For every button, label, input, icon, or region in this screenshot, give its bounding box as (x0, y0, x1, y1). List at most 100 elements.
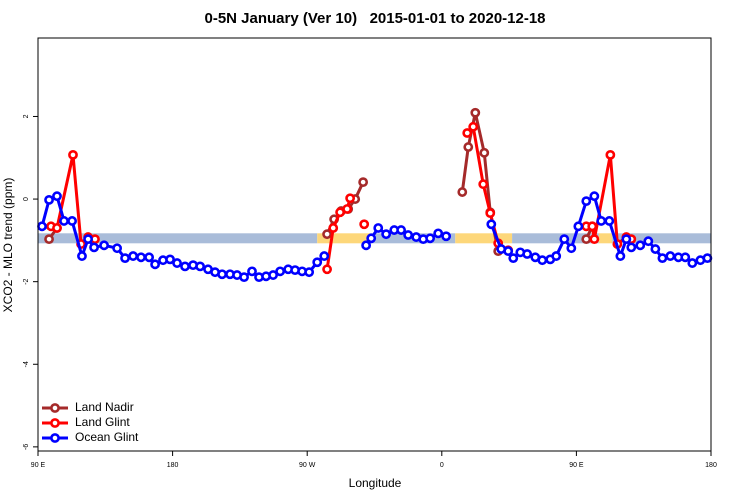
data-point (247, 266, 257, 277)
data-point (44, 234, 54, 245)
data-point (358, 177, 369, 188)
data-point (120, 253, 130, 264)
data-point (425, 233, 436, 244)
x-tick-label: 90 E (569, 462, 584, 469)
x-tick-label: 90 W (299, 462, 316, 469)
band-segment (612, 233, 711, 244)
data-point (566, 243, 577, 254)
data-point (195, 261, 206, 272)
x-tick-label: 180 (167, 462, 179, 469)
data-point (144, 252, 155, 263)
data-point (172, 258, 182, 268)
data-point (441, 231, 452, 242)
legend-label: Land Nadir (75, 400, 134, 414)
data-point (180, 261, 190, 272)
data-point (587, 221, 598, 232)
data-point (615, 251, 626, 261)
band-segment (38, 233, 318, 244)
data-point (581, 196, 592, 207)
data-point (373, 223, 384, 233)
data-point (37, 221, 47, 232)
data-point (99, 240, 110, 251)
data-point (136, 252, 146, 263)
data-point (522, 249, 533, 259)
data-point (77, 251, 87, 261)
data-point (621, 234, 632, 245)
data-point (479, 147, 490, 158)
data-point (68, 149, 78, 160)
data-point (165, 254, 175, 265)
data-point (573, 221, 584, 232)
data-point (463, 142, 474, 152)
data-point (581, 234, 592, 245)
data-point (643, 236, 654, 247)
y-tick-label: 2 (23, 114, 30, 118)
data-point (345, 193, 356, 204)
data-point (366, 233, 377, 244)
legend-label: Ocean Glint (75, 430, 139, 444)
band-segment (598, 233, 613, 244)
data-point (52, 191, 62, 202)
data-point (503, 246, 514, 257)
series-line (47, 112, 594, 252)
data-point (589, 234, 600, 245)
y-tick-label: -4 (23, 361, 30, 367)
data-point (128, 251, 139, 261)
data-point (470, 107, 481, 118)
data-point (52, 223, 62, 233)
data-point (396, 225, 407, 235)
data-point (328, 223, 339, 233)
data-point (359, 219, 370, 230)
band-segment (455, 233, 513, 244)
data-point (596, 216, 607, 226)
data-point (342, 204, 353, 214)
data-point (468, 121, 479, 132)
data-point (702, 253, 713, 264)
data-point (508, 253, 519, 264)
data-point (239, 272, 249, 283)
legend-marker (50, 403, 60, 413)
x-tick-label: 90 E (31, 462, 46, 469)
x-tick-label: 0 (440, 462, 444, 469)
data-point (604, 216, 615, 226)
data-point (312, 257, 323, 268)
data-point (462, 128, 473, 138)
data-point (83, 234, 94, 245)
data-point (322, 229, 332, 240)
y-tick-label: -2 (23, 278, 30, 284)
data-point (657, 253, 668, 264)
data-point (537, 255, 548, 266)
data-point (605, 149, 616, 160)
data-point (112, 243, 123, 254)
data-point (403, 230, 414, 240)
data-point (589, 191, 600, 202)
y-tick-label: 0 (23, 197, 30, 201)
chart-title: 0-5N January (Ver 10) 2015-01-01 to 2020… (204, 10, 545, 27)
data-point (486, 219, 497, 230)
data-point (626, 242, 637, 253)
series-line (50, 123, 632, 270)
data-point (687, 258, 698, 268)
data-point (304, 267, 315, 278)
data-point (150, 259, 161, 270)
data-point (680, 252, 691, 263)
data-point (44, 194, 54, 205)
plot-frame (37, 37, 712, 452)
data-point (485, 208, 496, 219)
data-point (319, 251, 330, 261)
data-point (268, 270, 279, 280)
data-point (361, 240, 372, 251)
legend-label: Land Glint (75, 415, 130, 429)
x-axis-label: Longitude (349, 476, 402, 490)
data-point (650, 244, 661, 254)
legend-marker (50, 433, 60, 443)
y-axis-label: XCO2 - MLO trend (ppm) (1, 178, 15, 313)
data-point (217, 269, 228, 280)
data-point (635, 240, 646, 251)
band-segment (512, 233, 599, 244)
y-tick-label: -6 (23, 444, 30, 450)
legend-marker (50, 418, 60, 428)
data-point (665, 251, 676, 261)
band-segment (317, 233, 371, 244)
